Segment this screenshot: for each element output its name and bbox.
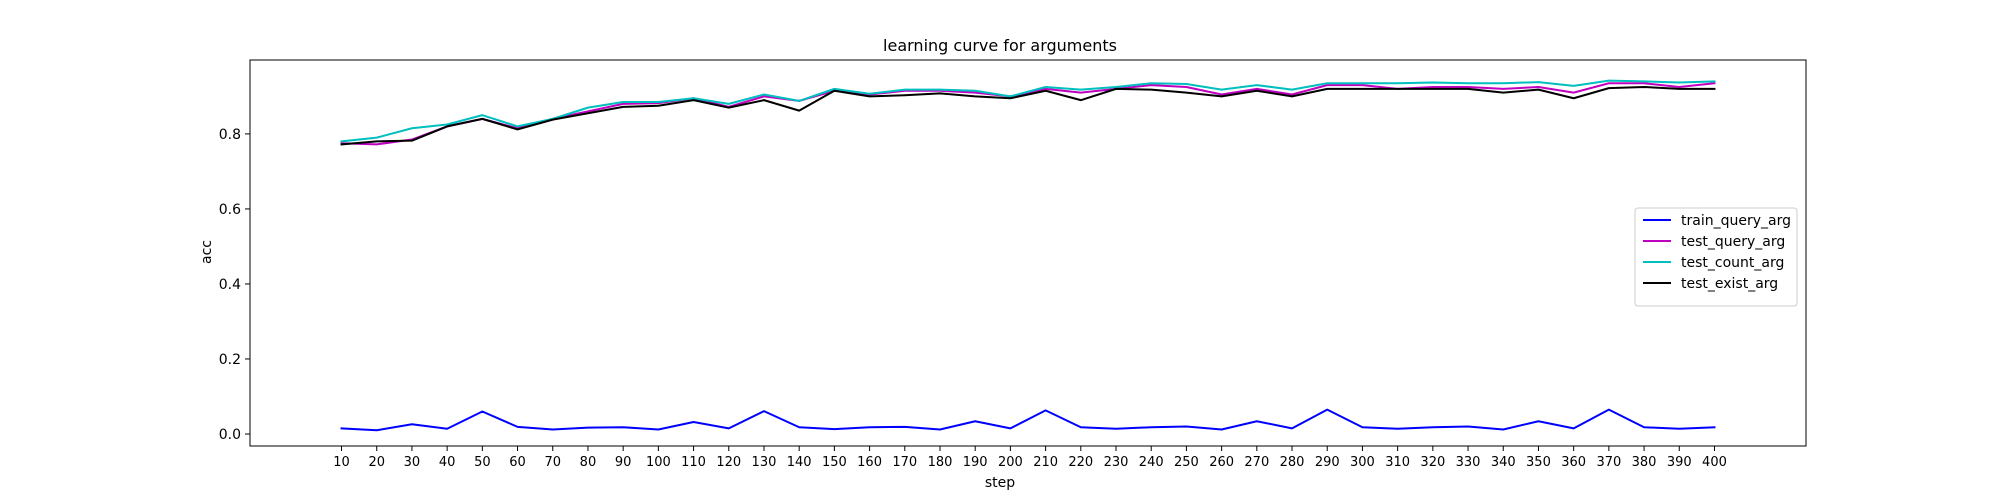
legend-label: test_query_arg xyxy=(1681,234,1785,250)
x-tick-label: 140 xyxy=(787,455,812,470)
x-tick-label: 70 xyxy=(544,455,561,470)
x-tick-label: 310 xyxy=(1385,455,1410,470)
x-tick-label: 350 xyxy=(1526,455,1551,470)
plot-frame xyxy=(249,59,1807,447)
x-tick-label: 160 xyxy=(857,455,882,470)
x-tick-label: 40 xyxy=(439,455,456,470)
x-tick-label: 250 xyxy=(1174,455,1199,470)
series-line-test_exist_arg xyxy=(340,86,1716,146)
x-tick-label: 370 xyxy=(1596,455,1621,470)
y-tick-label: 0.6 xyxy=(219,202,241,218)
x-tick-label: 360 xyxy=(1561,455,1586,470)
x-tick-label: 320 xyxy=(1420,455,1445,470)
y-tick-label: 0.8 xyxy=(219,127,241,143)
x-tick-label: 390 xyxy=(1667,455,1692,470)
x-tick-label: 230 xyxy=(1104,455,1129,470)
x-tick-label: 170 xyxy=(892,455,917,470)
plot-group: 0.0 0.2 0.4 0.6 0.8 10 20 30 40 50 60 70 80 90 100 110 1… xyxy=(219,59,1807,470)
y-tick-label: 0.0 xyxy=(219,427,241,443)
series-line-test_count_arg xyxy=(340,79,1716,143)
x-tick-label: 340 xyxy=(1491,455,1516,470)
x-tick-label: 220 xyxy=(1068,455,1093,470)
x-tick-label: 240 xyxy=(1139,455,1164,470)
x-tick-label: 120 xyxy=(716,455,741,470)
y-axis-label: acc xyxy=(199,240,215,264)
x-tick-label: 110 xyxy=(681,455,706,470)
x-tick-label: 90 xyxy=(615,455,632,470)
x-tick-label: 200 xyxy=(998,455,1023,470)
legend-box xyxy=(1634,207,1798,307)
x-tick-label: 10 xyxy=(333,455,350,470)
x-tick-label: 20 xyxy=(368,455,385,470)
x-tick-label: 190 xyxy=(963,455,988,470)
x-tick-label: 80 xyxy=(580,455,597,470)
x-tick-label: 300 xyxy=(1350,455,1375,470)
legend-label: train_query_arg xyxy=(1681,213,1791,229)
legend-label: test_count_arg xyxy=(1681,255,1784,271)
x-tick-label: 180 xyxy=(928,455,953,470)
x-tick-label: 400 xyxy=(1702,455,1727,470)
series-line-train_query_arg xyxy=(340,408,1716,432)
legend: train_query_arg test_query_arg test_count_… xyxy=(1634,207,1798,307)
x-tick-label: 30 xyxy=(404,455,421,470)
x-tick-label: 270 xyxy=(1244,455,1269,470)
x-tick-label: 60 xyxy=(509,455,526,470)
x-tick-label: 290 xyxy=(1315,455,1340,470)
y-tick-label: 0.4 xyxy=(219,277,241,293)
x-tick-label: 50 xyxy=(474,455,491,470)
x-tick-label: 280 xyxy=(1280,455,1305,470)
chart-title: learning curve for arguments xyxy=(883,36,1117,55)
x-tick-label: 380 xyxy=(1632,455,1657,470)
x-tick-label: 150 xyxy=(822,455,847,470)
legend-label: test_exist_arg xyxy=(1681,276,1778,292)
x-tick-label: 100 xyxy=(646,455,671,470)
y-tick-label: 0.2 xyxy=(219,352,241,368)
x-tick-label: 130 xyxy=(752,455,777,470)
x-tick-label: 210 xyxy=(1033,455,1058,470)
x-tick-label: 330 xyxy=(1456,455,1481,470)
x-axis-label: step xyxy=(985,475,1015,491)
x-tick-label: 260 xyxy=(1209,455,1234,470)
